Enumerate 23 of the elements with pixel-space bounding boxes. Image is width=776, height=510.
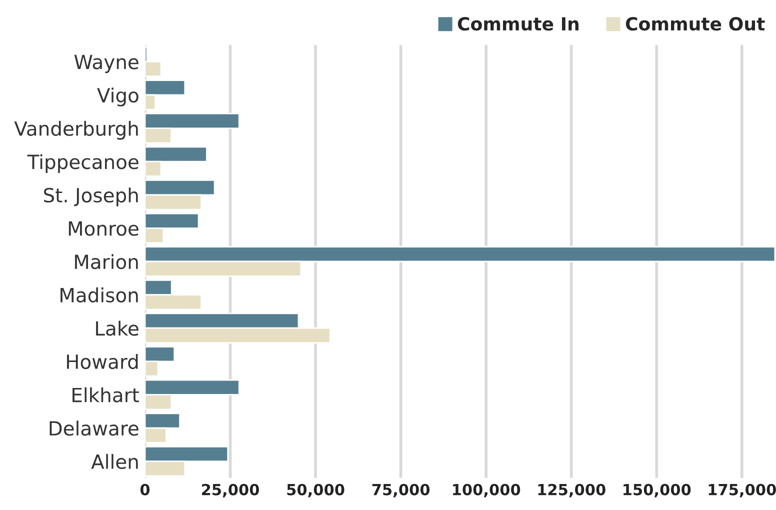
y-tick-label: Vigo [97,88,138,106]
y-tick-label: Howard [67,354,138,370]
y-tick-label: Monroe [68,221,138,236]
x-tick-label: 75,000 [372,484,430,498]
x-tick-label: 150,000 [624,484,691,498]
y-tick-label: Lake [96,320,138,336]
y-tick-label: Allen [91,454,138,470]
y-tick-label: Wayne [74,54,138,74]
legend-label: Commute Out [626,17,765,31]
y-tick-label: Elkhart [72,387,139,402]
x-tick-label: 50,000 [287,484,344,498]
y-tick-label: Vanderburgh [14,120,138,140]
y-tick-label: Marion [75,254,138,270]
x-tick-label: 125,000 [538,484,606,498]
y-tick-label: St. Joseph [44,187,138,206]
y-tick-label: Tippecanoe [27,154,138,174]
x-tick-label: 25,000 [202,484,260,498]
legend-label: Commute In [458,17,578,31]
y-tick-label: Delaware [50,420,138,436]
x-tick-label: 100,000 [453,484,520,498]
x-tick-label: 175,000 [708,484,776,498]
y-tick-label: Madison [60,287,138,302]
x-tick-label: 0 [140,484,150,496]
